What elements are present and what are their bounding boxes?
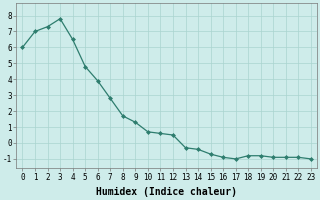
X-axis label: Humidex (Indice chaleur): Humidex (Indice chaleur) — [96, 187, 237, 197]
